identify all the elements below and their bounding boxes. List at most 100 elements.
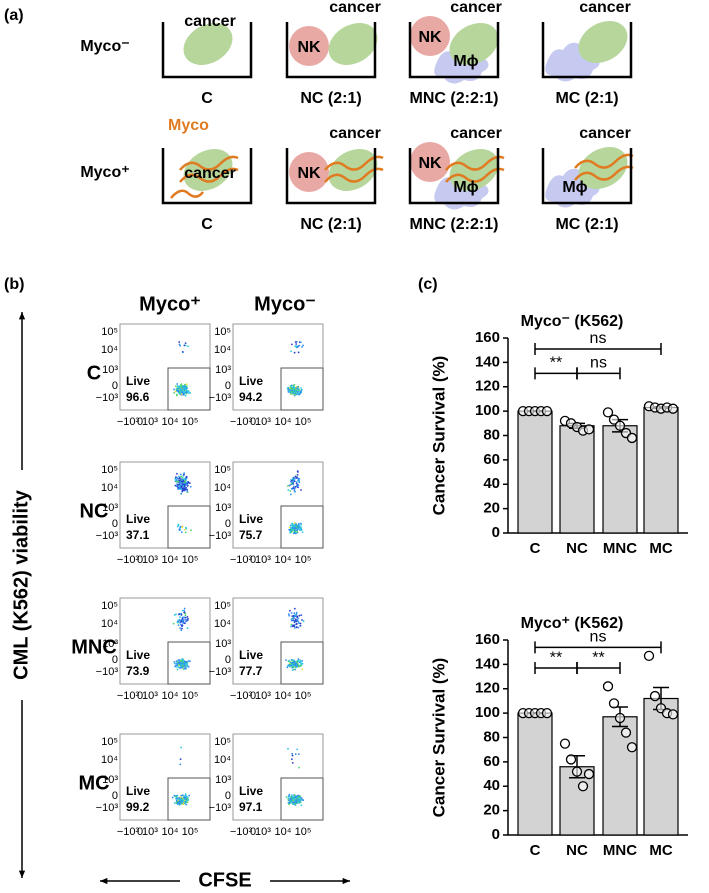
x-tick-label: −10³ [117, 554, 140, 566]
significance-label: ns [590, 355, 607, 372]
event-dot [294, 796, 297, 799]
event-dot [175, 664, 177, 667]
event-dot [292, 661, 295, 664]
gate-label: Live [126, 784, 150, 798]
event-dot [292, 523, 295, 526]
gate-value: 73.9 [126, 664, 150, 678]
event-dot [289, 665, 291, 668]
nk-label: NK [297, 165, 321, 182]
event-dot [297, 620, 300, 623]
bar [643, 406, 679, 534]
event-dot [178, 392, 181, 395]
y-tick-label: 60 [483, 753, 500, 770]
nk-label: NK [297, 39, 321, 56]
gate-label: Live [126, 512, 150, 526]
cancer-label: cancer [450, 125, 502, 142]
event-dot [186, 797, 189, 800]
event-dot [183, 483, 186, 486]
event-dot [173, 802, 176, 804]
event-dot [174, 390, 177, 393]
well-label: MNC (2:2:1) [410, 216, 499, 233]
event-dot [302, 620, 305, 623]
event-dot [175, 795, 177, 798]
x-tick-label: 10⁴ [275, 690, 292, 702]
event-dot [297, 393, 300, 395]
x-tick-label: 0 [250, 826, 256, 838]
y-tick-label: 20 [483, 500, 500, 517]
x-axis-title: CFSE [198, 869, 251, 891]
event-dot [296, 615, 299, 618]
event-dot [190, 529, 192, 532]
data-point [620, 727, 632, 738]
event-dot [293, 794, 296, 797]
event-dot [290, 487, 293, 490]
flow-plot [119, 461, 211, 549]
event-dot [184, 666, 187, 669]
event-dot [289, 531, 292, 534]
event-dot [181, 609, 184, 612]
event-dot [291, 390, 294, 393]
y-tick-label: 60 [483, 451, 500, 468]
event-dot [292, 803, 294, 805]
event-dot [296, 474, 299, 476]
event-dot [181, 389, 184, 391]
well-label: NC (2:1) [300, 90, 361, 107]
bar [517, 410, 553, 534]
event-dot [300, 804, 303, 807]
event-dot [173, 614, 176, 616]
y-tick-label: −10³ [209, 392, 232, 404]
row-label: MC [78, 772, 109, 794]
event-dot [288, 803, 291, 806]
event-dot [178, 613, 180, 616]
data-point [602, 407, 614, 418]
gate-label: Live [239, 512, 263, 526]
event-dot [294, 490, 296, 493]
event-dot [186, 627, 189, 630]
event-dot [299, 390, 302, 393]
mycoplasma [445, 167, 505, 183]
event-dot [297, 386, 299, 388]
event-dot [294, 800, 296, 802]
event-dot [296, 346, 299, 349]
event-dot [288, 659, 291, 662]
significance-label: ns [590, 629, 607, 646]
x-tick-label: 10⁵ [295, 554, 312, 566]
event-dot [289, 798, 292, 800]
event-dot [299, 659, 301, 662]
event-dot [297, 387, 299, 390]
data-point [614, 712, 626, 724]
event-dot [287, 485, 289, 487]
nk-cell [289, 26, 329, 66]
x-tick-label: 10⁴ [162, 554, 179, 566]
mycoplasma [445, 155, 505, 171]
nk-cell [289, 152, 329, 192]
event-dot [179, 616, 181, 618]
event-dot [188, 794, 191, 797]
flow-plot [232, 461, 324, 549]
event-dot [182, 393, 185, 395]
x-tick-label: −10³ [230, 554, 253, 566]
event-dot [179, 525, 182, 528]
event-dot [291, 752, 294, 755]
event-dot [297, 658, 300, 660]
x-tick-label: 0 [137, 416, 143, 428]
y-tick-label: 10⁴ [101, 754, 118, 766]
data-point [667, 709, 679, 720]
event-dot [293, 527, 295, 529]
x-tick-label: 10⁴ [162, 690, 179, 702]
event-dot [179, 758, 182, 760]
event-dot [301, 798, 303, 801]
event-dot [295, 482, 298, 485]
event-dot [292, 483, 294, 486]
event-dot [296, 665, 298, 667]
event-dot [183, 607, 186, 610]
event-dot [287, 613, 290, 615]
event-dot [290, 612, 293, 614]
event-dot [291, 758, 293, 760]
event-dot [293, 621, 296, 624]
event-dot [291, 666, 293, 669]
y-tick-label: 10⁴ [214, 344, 231, 356]
event-dot [180, 531, 183, 533]
data-point [583, 768, 595, 780]
